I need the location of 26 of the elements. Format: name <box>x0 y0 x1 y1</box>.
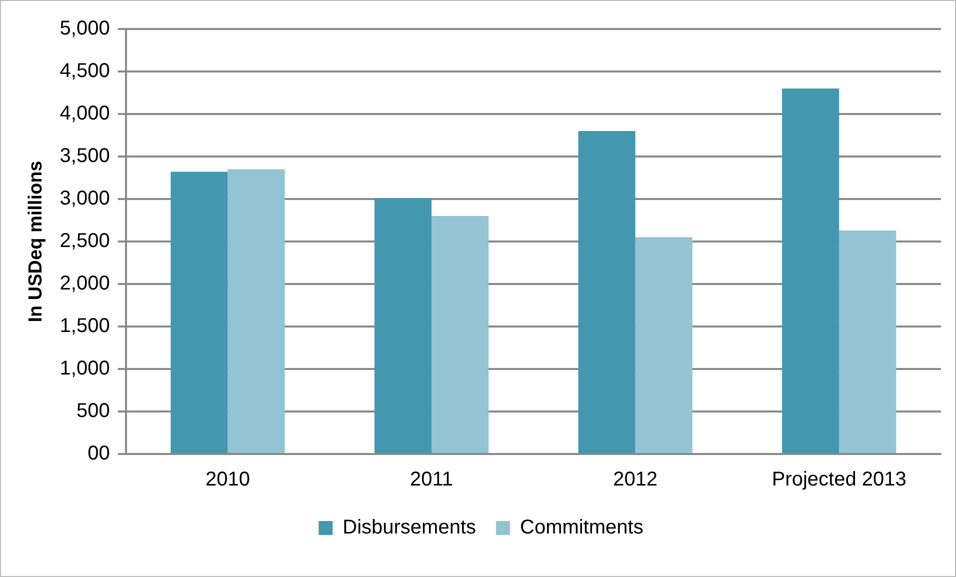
x-tick-label: Projected 2013 <box>772 468 906 491</box>
y-tick-label: 1,000 <box>60 358 110 380</box>
x-tick-label: 2012 <box>613 468 658 491</box>
y-tick-label: 3,500 <box>60 145 110 168</box>
legend-label: Commitments <box>520 516 644 539</box>
legend-label: Disbursements <box>342 516 476 539</box>
bar <box>170 172 228 453</box>
y-tick-label: 4,000 <box>60 102 110 125</box>
bar <box>839 230 896 453</box>
bar <box>635 237 692 453</box>
bar <box>432 216 489 453</box>
y-tick-label: 4,500 <box>60 60 110 82</box>
y-tick-label: 5,000 <box>60 18 110 40</box>
bar <box>578 131 636 453</box>
bar <box>228 169 285 453</box>
y-tick-label: 500 <box>76 400 110 422</box>
x-tick-label: 2010 <box>205 468 250 491</box>
y-tick-label: 2,500 <box>60 230 110 252</box>
y-tick-label: 3,000 <box>60 188 110 210</box>
y-tick-label: 1,500 <box>60 315 110 338</box>
bar <box>782 88 840 453</box>
y-tick-label: 2,000 <box>60 272 110 295</box>
x-tick-label: 2011 <box>410 468 454 491</box>
bar <box>374 198 432 453</box>
y-axis-title: In USDeq millions <box>26 160 47 322</box>
y-tick-label: 00 <box>88 442 110 465</box>
